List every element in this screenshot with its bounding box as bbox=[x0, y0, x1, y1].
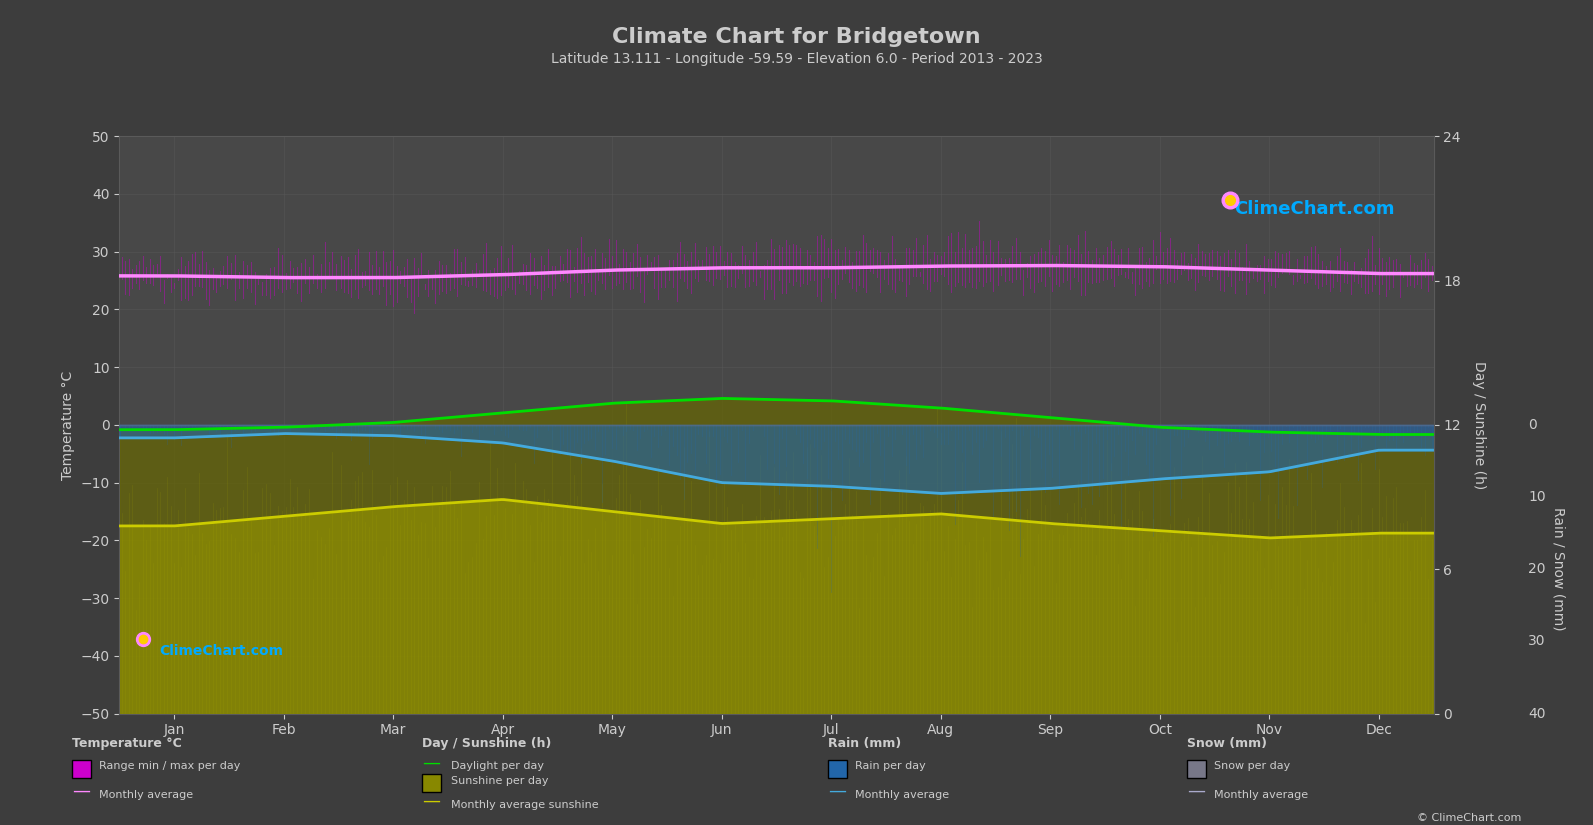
Text: 40: 40 bbox=[1528, 707, 1545, 720]
Text: Rain / Snow (mm): Rain / Snow (mm) bbox=[1552, 507, 1566, 631]
Text: Latitude 13.111 - Longitude -59.59 - Elevation 6.0 - Period 2013 - 2023: Latitude 13.111 - Longitude -59.59 - Ele… bbox=[551, 53, 1042, 66]
Text: © ClimeChart.com: © ClimeChart.com bbox=[1416, 813, 1521, 823]
Text: Rain per day: Rain per day bbox=[855, 761, 926, 771]
Text: Monthly average: Monthly average bbox=[99, 790, 193, 799]
Text: Climate Chart for Bridgetown: Climate Chart for Bridgetown bbox=[612, 27, 981, 47]
Text: Rain (mm): Rain (mm) bbox=[828, 737, 902, 750]
Text: Daylight per day: Daylight per day bbox=[451, 761, 543, 771]
Y-axis label: Temperature °C: Temperature °C bbox=[61, 370, 75, 479]
Text: Range min / max per day: Range min / max per day bbox=[99, 761, 241, 771]
Text: Day / Sunshine (h): Day / Sunshine (h) bbox=[422, 737, 551, 750]
Text: —: — bbox=[1187, 782, 1204, 800]
Text: 10: 10 bbox=[1528, 490, 1545, 504]
Text: Snow per day: Snow per day bbox=[1214, 761, 1290, 771]
Text: Monthly average: Monthly average bbox=[1214, 790, 1308, 799]
Text: Temperature °C: Temperature °C bbox=[72, 737, 182, 750]
Text: Monthly average sunshine: Monthly average sunshine bbox=[451, 799, 599, 809]
Text: —: — bbox=[422, 753, 440, 771]
Text: 0: 0 bbox=[1528, 418, 1537, 431]
Y-axis label: Day / Sunshine (h): Day / Sunshine (h) bbox=[1472, 361, 1486, 489]
Text: —: — bbox=[72, 782, 89, 800]
Text: ClimeChart.com: ClimeChart.com bbox=[1233, 200, 1394, 218]
Text: Snow (mm): Snow (mm) bbox=[1187, 737, 1266, 750]
Text: ClimeChart.com: ClimeChart.com bbox=[159, 644, 284, 658]
Text: —: — bbox=[422, 792, 440, 810]
Text: 30: 30 bbox=[1528, 634, 1545, 648]
Text: 20: 20 bbox=[1528, 563, 1545, 576]
Text: Monthly average: Monthly average bbox=[855, 790, 949, 799]
Text: Sunshine per day: Sunshine per day bbox=[451, 776, 548, 785]
Text: —: — bbox=[828, 782, 846, 800]
